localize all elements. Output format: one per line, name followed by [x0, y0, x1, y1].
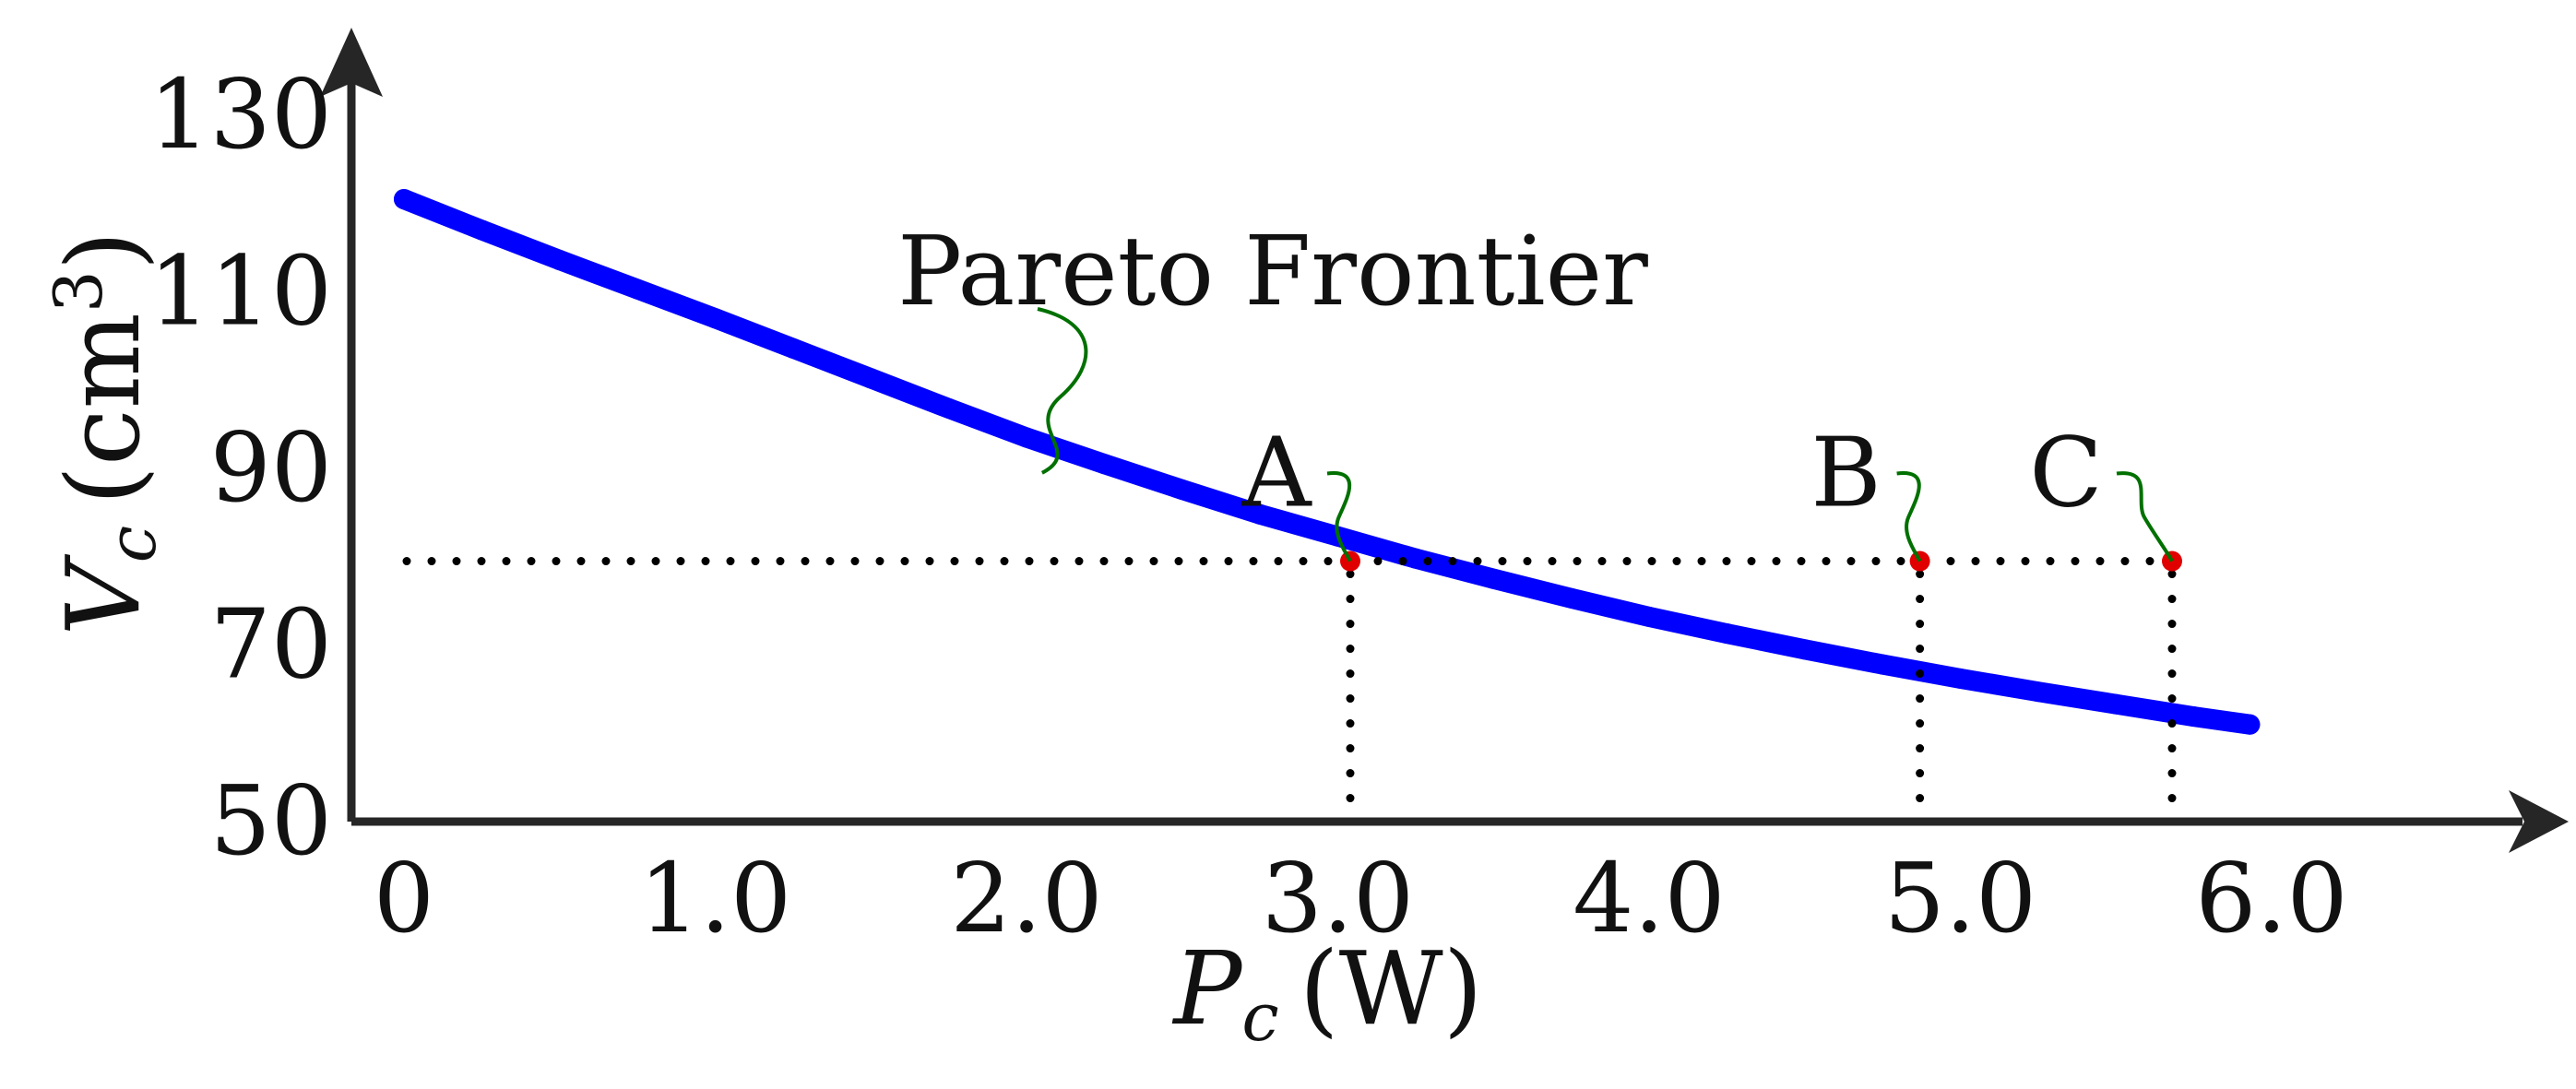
pareto-point-19 — [1872, 654, 1893, 675]
x-tick-label: 5.0 — [1884, 842, 2036, 954]
leader-pareto-frontier — [1037, 307, 1088, 475]
pareto-point-20 — [1950, 668, 1971, 689]
leader-a — [1326, 471, 1352, 562]
pareto-point-8 — [1016, 427, 1037, 448]
pareto-point-5 — [782, 337, 803, 359]
pareto-point-2 — [549, 250, 570, 271]
y-tick-label: 130 — [148, 58, 332, 171]
pareto-point-11 — [1250, 503, 1271, 525]
pareto-point-14 — [1483, 568, 1504, 589]
pareto-point-18 — [1794, 639, 1815, 660]
pareto-point-24 — [2239, 714, 2261, 735]
x-tick-label: 6.0 — [2195, 842, 2347, 954]
pareto-point-1 — [471, 219, 493, 241]
x-tick-labels: 0 1.0 2.0 3.0 4.0 5.0 6.0 — [374, 842, 2348, 954]
dotted-guides — [402, 557, 2177, 817]
pareto-point-15 — [1561, 587, 1582, 609]
pareto-point-6 — [861, 368, 882, 389]
pareto-point-4 — [705, 308, 726, 329]
pareto-point-23 — [2183, 706, 2204, 728]
x-tick-label: 2.0 — [950, 842, 1102, 954]
y-axis-title: Vc(cm3) — [40, 231, 171, 635]
leader-c — [2116, 471, 2174, 562]
x-axis-title: Pc (W) — [1171, 929, 1482, 1056]
x-tick-label: 0 — [374, 842, 434, 954]
x-axis-arrowhead — [2509, 790, 2569, 853]
x-tick-label: 4.0 — [1573, 842, 1725, 954]
x-tick-label: 1.0 — [639, 842, 791, 954]
y-tick-label: 50 — [210, 764, 332, 877]
point-labels: A B C — [1241, 417, 2102, 529]
y-tick-labels: 50 70 90 110 130 — [148, 58, 332, 877]
annotation-pareto-frontier: Pareto Frontier — [897, 215, 1648, 327]
x-tick-label: 3.0 — [1262, 842, 1414, 954]
pareto-point-17 — [1716, 623, 1738, 645]
pareto-point-13 — [1405, 548, 1426, 569]
point-label-c: C — [2029, 417, 2103, 529]
annotation-leaders — [1037, 307, 2174, 562]
y-axis-arrowhead — [320, 28, 383, 97]
pareto-point-7 — [938, 397, 959, 419]
pareto-point-21 — [2027, 681, 2048, 703]
y-tick-label: 110 — [148, 235, 332, 348]
y-tick-label: 90 — [210, 411, 332, 524]
leader-b — [1896, 471, 1922, 562]
annotation-labels: Pareto Frontier — [897, 215, 1648, 327]
pareto-point-3 — [627, 278, 648, 300]
pareto-point-10 — [1171, 479, 1193, 500]
pareto-point-22 — [2106, 693, 2127, 715]
point-label-b: B — [1810, 417, 1881, 529]
point-label-a: A — [1241, 417, 1312, 529]
pareto-point-16 — [1639, 606, 1659, 627]
y-tick-label: 70 — [210, 588, 332, 701]
pareto-point-0 — [394, 188, 414, 209]
pareto-point-9 — [1094, 454, 1115, 475]
